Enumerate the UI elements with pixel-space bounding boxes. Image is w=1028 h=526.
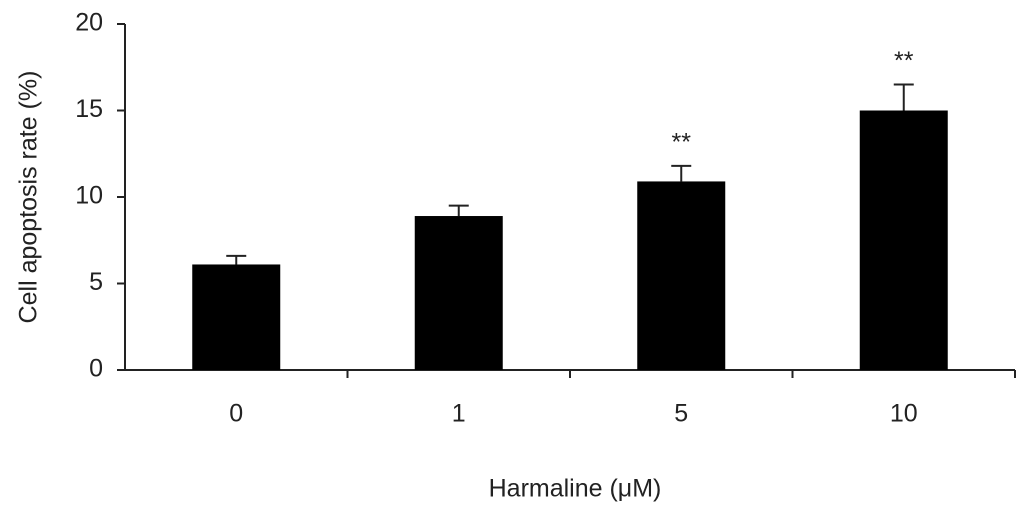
y-tick-label: 0	[89, 355, 103, 383]
y-tick-label: 10	[75, 182, 103, 210]
bar	[414, 216, 503, 370]
bar	[192, 264, 281, 370]
x-tick-label: 0	[229, 400, 243, 428]
significance-label: **	[672, 128, 692, 156]
bar	[637, 181, 726, 370]
x-axis-label: Harmaline (μM)	[489, 475, 662, 503]
y-tick-label: 20	[75, 9, 103, 37]
bar	[859, 110, 948, 370]
y-tick-label: 15	[75, 95, 103, 123]
x-tick-label: 1	[452, 400, 466, 428]
significance-label: **	[894, 47, 914, 75]
x-tick-label: 5	[674, 400, 688, 428]
x-tick-label: 10	[890, 400, 918, 428]
y-tick-label: 5	[89, 268, 103, 296]
y-axis-label: Cell apoptosis rate (%)	[15, 71, 43, 324]
